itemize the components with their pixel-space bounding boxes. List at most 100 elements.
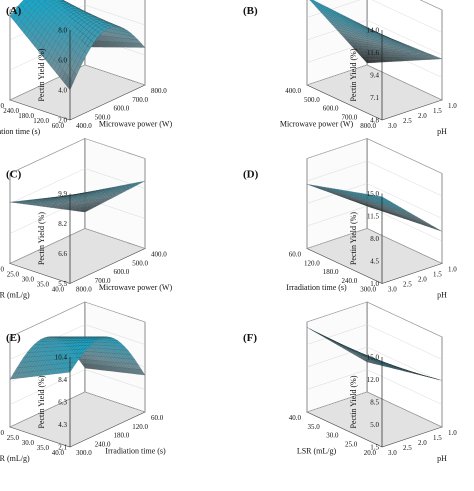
y-axis-title: LSR (mL/g) — [0, 454, 30, 463]
x-tick-label: 60.0 — [289, 251, 302, 259]
y-tick-label: 1.5 — [433, 271, 442, 279]
wall-gridline — [306, 369, 443, 405]
z-tick-label: 8.0 — [58, 27, 67, 35]
z-tick-label: 15.0 — [367, 354, 380, 362]
wall-gridline — [9, 64, 146, 101]
x-tick-label: 20.0 — [364, 449, 377, 457]
panel-e: 10.4 8.4 6.3 4.3 2.1 300.0240.0180.0120.060.0… — [0, 301, 166, 463]
panel-f: 15.012.08.55.01.520.025.030.035.040.01.0… — [243, 301, 457, 463]
wall-gridline — [9, 168, 146, 204]
y-tick-label: 30.0 — [22, 276, 35, 284]
x-tick-label: 800.0 — [76, 286, 92, 294]
z-tick-label: 2.0 — [58, 117, 67, 125]
x-axis-title: Irradiation time (s) — [286, 283, 347, 292]
y-tick-label: 120.0 — [33, 117, 49, 125]
y-tick-label: 240.0 — [3, 107, 19, 115]
wall-gridline — [306, 138, 443, 174]
z-tick-label: 8.4 — [58, 376, 67, 384]
x-tick-label: 180.0 — [114, 432, 130, 440]
x-tick-label: 240.0 — [95, 440, 111, 448]
z-axis-title: Pectin Yield (%) — [37, 48, 46, 101]
wall-gridline — [9, 369, 146, 405]
response-surface — [309, 0, 443, 64]
y-tick-label: 25.0 — [7, 271, 20, 279]
x-tick-label: 800.0 — [360, 122, 376, 130]
y-tick-label: 1.0 — [448, 102, 457, 110]
y-tick-label: 40.0 — [52, 449, 65, 457]
x-tick-label: 500.0 — [95, 113, 111, 121]
panel-label: (C) — [6, 169, 22, 181]
y-axis-title: pH — [437, 127, 447, 136]
y-tick-label: 3.0 — [388, 449, 397, 457]
x-tick-label: 180.0 — [323, 268, 339, 276]
x-tick-label: 800.0 — [151, 87, 167, 95]
z-tick-label: 9.9 — [58, 190, 67, 198]
z-tick-label: 5.5 — [58, 280, 67, 288]
x-tick-label: 400.0 — [76, 122, 92, 130]
x-tick-label: 600.0 — [323, 105, 339, 113]
y-tick-label: 1.0 — [448, 266, 457, 274]
z-tick-label: 9.4 — [370, 72, 379, 80]
wall-gridline — [306, 19, 443, 56]
z-tick-label: 4.0 — [58, 87, 67, 95]
y-tick-label: 2.5 — [403, 444, 412, 452]
panel-d: 15.011.58.04.51.0300.0240.0180.0120.060.… — [243, 138, 457, 300]
wall-gridline — [9, 138, 146, 174]
z-tick-label: 1.0 — [370, 280, 379, 288]
y-tick-label: 35.0 — [37, 444, 50, 452]
z-axis-title: Pectin Yield (%) — [349, 48, 358, 101]
y-tick-label: 180.0 — [18, 112, 34, 120]
y-tick-label: 2.0 — [418, 439, 427, 447]
y-tick-label: 60.0 — [52, 122, 65, 130]
y-tick-label: 25.0 — [7, 434, 20, 442]
x-tick-label: 700.0 — [95, 277, 111, 285]
x-tick-label: 700.0 — [132, 96, 148, 104]
wall-gridline — [306, 391, 443, 428]
wall-gridline — [306, 301, 443, 338]
wall-gridline — [306, 183, 443, 219]
wall-gridline — [306, 228, 443, 264]
x-tick-label: 60.0 — [151, 414, 164, 422]
y-tick-label: 2.0 — [418, 276, 427, 284]
z-tick-label: 6.0 — [58, 57, 67, 65]
wall-gridline — [306, 64, 443, 101]
z-axis-title: Pectin Yield (%) — [37, 212, 46, 265]
z-tick-label: 7.1 — [370, 94, 379, 102]
y-axis-title: Irradiation time (s) — [0, 127, 41, 136]
z-tick-label: 4.3 — [58, 421, 67, 429]
z-tick-label: 15.0 — [367, 190, 380, 198]
wall-gridline — [9, 391, 146, 428]
wall-gridline — [9, 301, 146, 338]
z-tick-label: 2.1 — [58, 444, 67, 452]
z-axis-title: Pectin Yield (%) — [37, 375, 46, 428]
response-surface — [9, 0, 146, 91]
y-axis-title: LSR (mL/g) — [0, 291, 30, 300]
z-tick-label: 11.5 — [367, 213, 379, 221]
y-tick-label: 2.5 — [403, 281, 412, 289]
z-axis-title: Pectin Yield (%) — [349, 375, 358, 428]
z-axis-title: Pectin Yield (%) — [349, 212, 358, 265]
z-tick-label: 1.5 — [370, 444, 379, 452]
x-tick-label: 500.0 — [132, 259, 148, 267]
z-tick-label: 12.0 — [367, 376, 380, 384]
y-tick-label: 2.0 — [418, 112, 427, 120]
y-tick-label: 300.0 — [0, 102, 5, 110]
panel-label: (F) — [243, 332, 257, 344]
y-tick-label: 20.0 — [0, 429, 5, 437]
y-tick-label: 1.5 — [433, 434, 442, 442]
y-tick-label: 1.0 — [448, 429, 457, 437]
x-axis-title: Microwave power (W) — [99, 283, 173, 292]
x-axis-title: Microwave power (W) — [99, 120, 173, 129]
x-tick-label: 300.0 — [76, 449, 92, 457]
z-tick-label: 5.0 — [370, 421, 379, 429]
response-surface — [9, 336, 146, 380]
x-tick-label: 600.0 — [114, 268, 130, 276]
panel-label: (D) — [243, 169, 259, 181]
z-tick-label: 4.5 — [370, 258, 379, 266]
x-axis-title: Microwave power (W) — [280, 120, 354, 129]
wall-gridline — [306, 160, 443, 197]
response-surface — [306, 327, 443, 381]
z-tick-label: 8.2 — [58, 220, 67, 228]
